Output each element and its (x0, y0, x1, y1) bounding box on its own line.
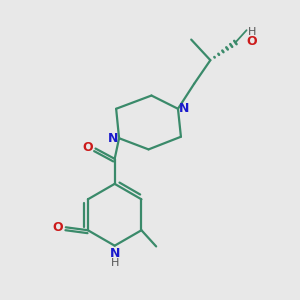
Text: O: O (52, 221, 63, 234)
Text: N: N (107, 132, 118, 145)
Text: O: O (246, 34, 257, 48)
Text: H: H (248, 27, 256, 37)
Text: N: N (110, 248, 120, 260)
Text: H: H (110, 258, 119, 268)
Text: N: N (179, 102, 190, 115)
Text: O: O (83, 141, 94, 154)
